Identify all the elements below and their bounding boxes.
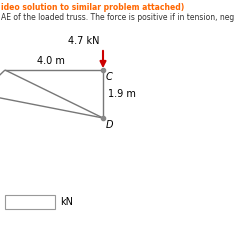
Text: kN: kN (60, 197, 73, 207)
Text: ideo solution to similar problem attached): ideo solution to similar problem attache… (1, 3, 184, 12)
Text: 1.9 m: 1.9 m (108, 89, 136, 99)
Text: C: C (106, 72, 113, 82)
Text: 4.7 kN: 4.7 kN (68, 36, 99, 46)
Text: D: D (106, 120, 114, 130)
Bar (5, 195, 55, 209)
Text: AE of the loaded truss. The force is positive if in tension, neg: AE of the loaded truss. The force is pos… (1, 13, 234, 22)
Text: 4.0 m: 4.0 m (37, 56, 65, 66)
